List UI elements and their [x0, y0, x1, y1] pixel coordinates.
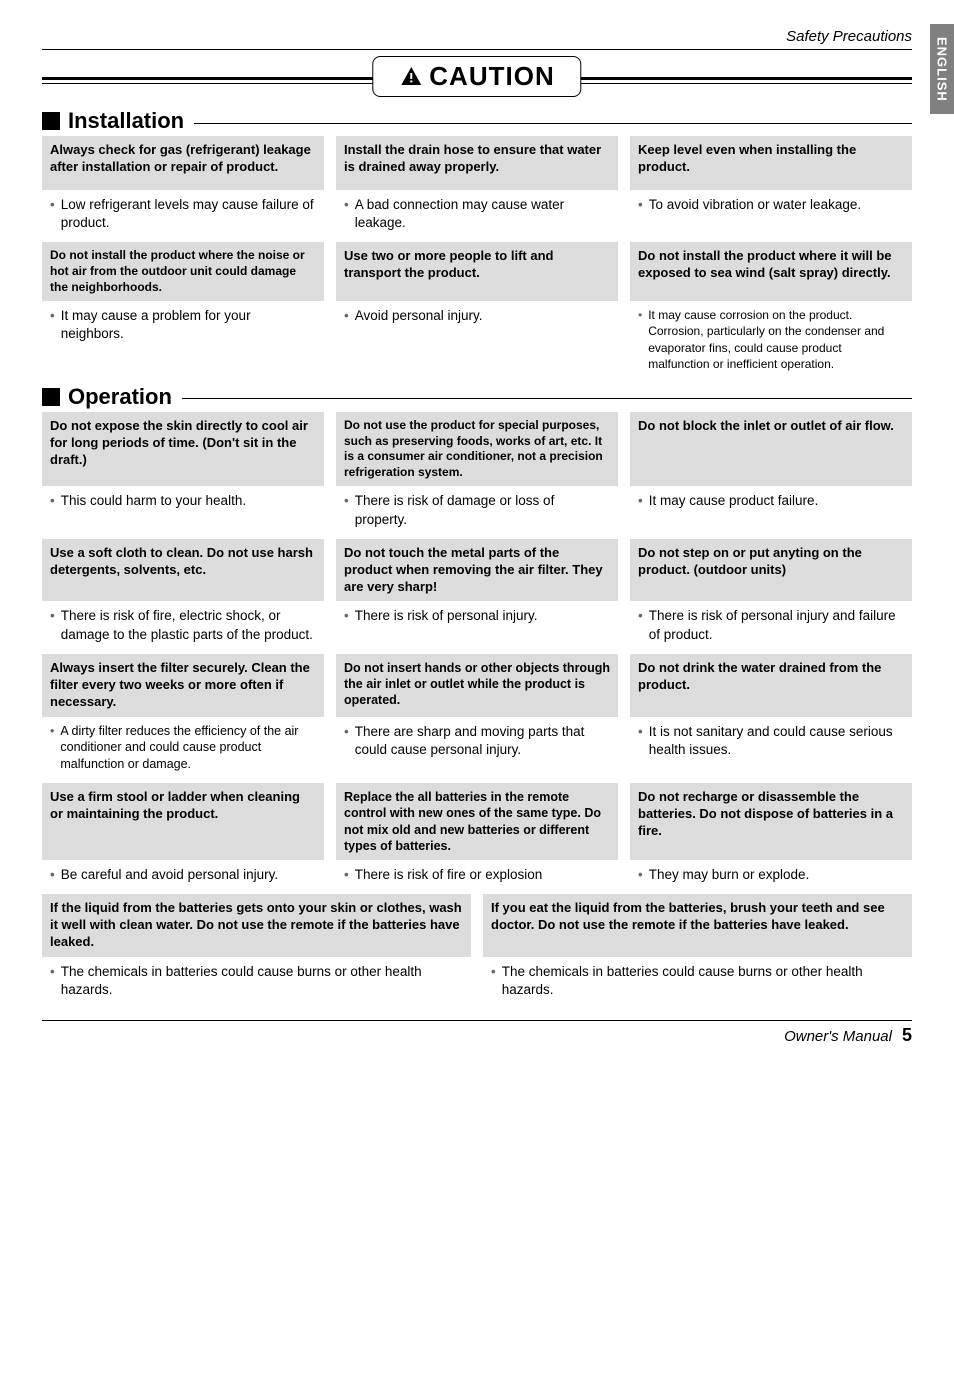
- cell-body: •It may cause a problem for your neighbo…: [42, 301, 324, 382]
- section-installation-head: Installation: [42, 108, 912, 134]
- cell-body: •There is risk of damage or loss of prop…: [336, 486, 618, 538]
- cell-head: Use two or more people to lift and trans…: [336, 242, 618, 301]
- operation-row-4-bodies: •Be careful and avoid personal injury. •…: [42, 860, 912, 894]
- installation-row-2-heads: Do not install the product where the noi…: [42, 242, 912, 301]
- header-title: Safety Precautions: [786, 28, 912, 45]
- cell-head: Do not step on or put anyting on the pro…: [630, 539, 912, 602]
- cell-head: Do not recharge or disassemble the batte…: [630, 783, 912, 860]
- cell-body: •To avoid vibration or water leakage.: [630, 190, 912, 242]
- cell-head: Do not use the product for special purpo…: [336, 412, 618, 486]
- cell-head: If the liquid from the batteries gets on…: [42, 894, 471, 957]
- cell-body: •Be careful and avoid personal injury.: [42, 860, 324, 894]
- section-title: Installation: [68, 108, 184, 134]
- square-icon: [42, 112, 60, 130]
- language-tab: ENGLISH: [930, 24, 954, 114]
- footer: Owner's Manual 5: [42, 1021, 912, 1046]
- cell-body: •The chemicals in batteries could cause …: [483, 957, 912, 1009]
- cell-head: Do not install the product where the noi…: [42, 242, 324, 301]
- operation-row-4-heads: Use a firm stool or ladder when cleaning…: [42, 783, 912, 860]
- operation-row-2-bodies: •There is risk of fire, electric shock, …: [42, 601, 912, 653]
- cell-head: Do not expose the skin directly to cool …: [42, 412, 324, 486]
- operation-row-3-heads: Always insert the filter securely. Clean…: [42, 654, 912, 717]
- cell-body: •Low refrigerant levels may cause failur…: [42, 190, 324, 242]
- installation-row-2-bodies: •It may cause a problem for your neighbo…: [42, 301, 912, 382]
- operation-row-1-heads: Do not expose the skin directly to cool …: [42, 412, 912, 486]
- cell-head: Use a firm stool or ladder when cleaning…: [42, 783, 324, 860]
- cell-head: Always insert the filter securely. Clean…: [42, 654, 324, 717]
- cell-head: Do not block the inlet or outlet of air …: [630, 412, 912, 486]
- cell-body: •This could harm to your health.: [42, 486, 324, 538]
- cell-head: Use a soft cloth to clean. Do not use ha…: [42, 539, 324, 602]
- warning-icon: [399, 65, 423, 89]
- footer-label: Owner's Manual: [784, 1028, 892, 1045]
- caution-box: CAUTION: [372, 56, 581, 97]
- cell-body: •There is risk of personal injury.: [336, 601, 618, 653]
- square-icon: [42, 388, 60, 406]
- operation-row-2-heads: Use a soft cloth to clean. Do not use ha…: [42, 539, 912, 602]
- cell-head: Do not install the product where it will…: [630, 242, 912, 301]
- cell-head: Do not insert hands or other objects thr…: [336, 654, 618, 717]
- top-rule: [42, 49, 912, 50]
- cell-body: •Avoid personal injury.: [336, 301, 618, 382]
- installation-row-1-heads: Always check for gas (refrigerant) leaka…: [42, 136, 912, 190]
- installation-row-1-bodies: •Low refrigerant levels may cause failur…: [42, 190, 912, 242]
- operation-wide-heads: If the liquid from the batteries gets on…: [42, 894, 912, 957]
- caution-label: CAUTION: [429, 61, 554, 92]
- cell-body: •It may cause corrosion on the product. …: [630, 301, 912, 382]
- cell-head: Always check for gas (refrigerant) leaka…: [42, 136, 324, 190]
- cell-body: •The chemicals in batteries could cause …: [42, 957, 471, 1009]
- page-number: 5: [902, 1025, 912, 1046]
- cell-head: If you eat the liquid from the batteries…: [483, 894, 912, 957]
- operation-row-3-bodies: •A dirty filter reduces the efficiency o…: [42, 717, 912, 784]
- section-title: Operation: [68, 384, 172, 410]
- cell-head: Keep level even when installing the prod…: [630, 136, 912, 190]
- cell-head: Replace the all batteries in the remote …: [336, 783, 618, 860]
- operation-wide-bodies: •The chemicals in batteries could cause …: [42, 957, 912, 1009]
- cell-head: Do not touch the metal parts of the prod…: [336, 539, 618, 602]
- cell-head: Do not drink the water drained from the …: [630, 654, 912, 717]
- operation-row-1-bodies: •This could harm to your health. •There …: [42, 486, 912, 538]
- cell-head: Install the drain hose to ensure that wa…: [336, 136, 618, 190]
- cell-body: •A dirty filter reduces the efficiency o…: [42, 717, 324, 784]
- caution-banner: CAUTION: [42, 56, 912, 102]
- page: ENGLISH Safety Precautions CAUTION Insta…: [0, 0, 954, 1074]
- cell-body: •It may cause product failure.: [630, 486, 912, 538]
- cell-body: •They may burn or explode.: [630, 860, 912, 894]
- header: Safety Precautions: [42, 28, 912, 49]
- section-operation-head: Operation: [42, 384, 912, 410]
- cell-body: •There is risk of fire or explosion: [336, 860, 618, 894]
- cell-body: •It is not sanitary and could cause seri…: [630, 717, 912, 784]
- cell-body: •There are sharp and moving parts that c…: [336, 717, 618, 784]
- cell-body: •There is risk of fire, electric shock, …: [42, 601, 324, 653]
- cell-body: •A bad connection may cause water leakag…: [336, 190, 618, 242]
- cell-body: •There is risk of personal injury and fa…: [630, 601, 912, 653]
